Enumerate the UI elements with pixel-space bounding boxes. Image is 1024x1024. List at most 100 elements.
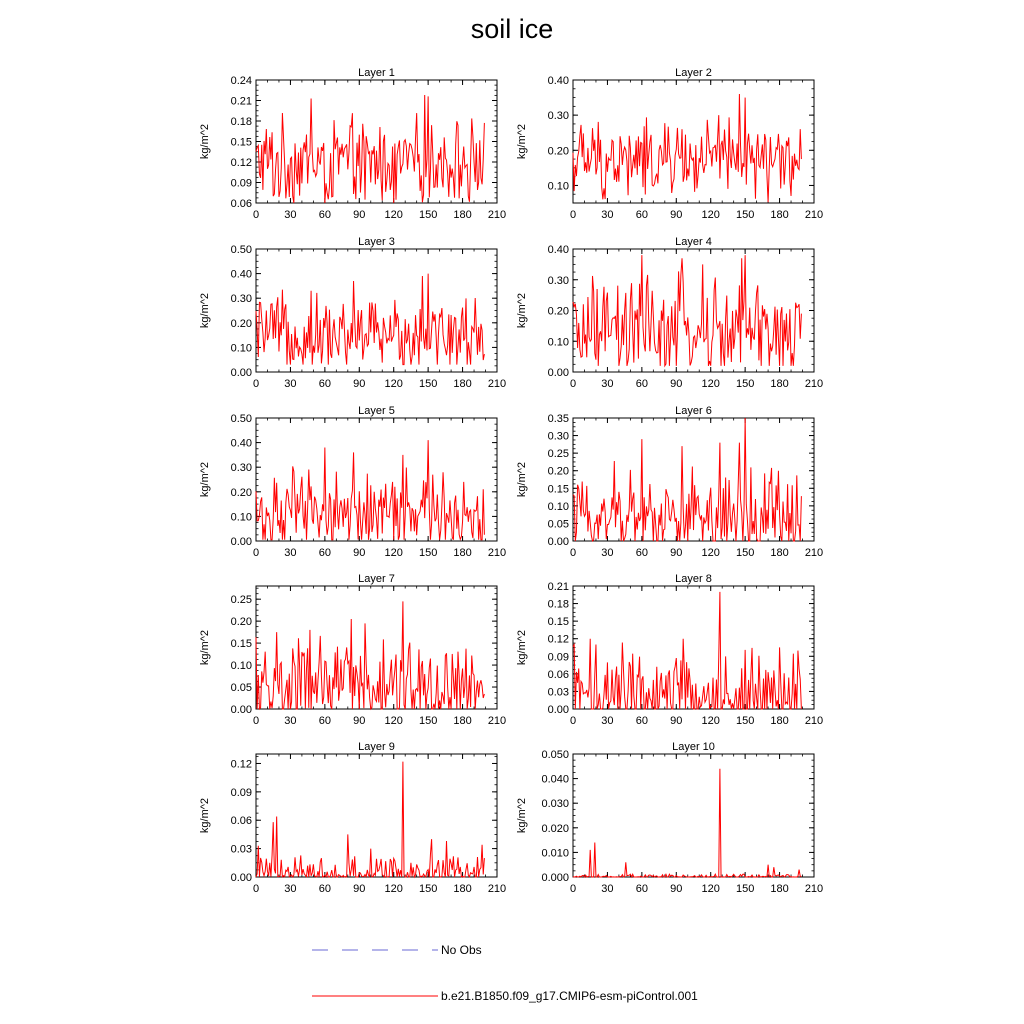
series-line-layer-4: [572, 255, 802, 368]
y-tick-label: 0.050: [541, 749, 569, 761]
y-axis-label: kg/m^2: [516, 293, 528, 328]
x-tick-label: 120: [702, 883, 720, 895]
panel-title: Layer 1: [358, 67, 395, 79]
y-tick-label: 0.00: [231, 536, 252, 548]
y-tick-label: 0.40: [548, 75, 569, 87]
y-axis-label: kg/m^2: [516, 124, 528, 159]
x-tick-label: 210: [805, 378, 823, 390]
x-tick-label: 120: [385, 547, 403, 559]
x-tick-label: 150: [419, 883, 437, 895]
y-tick-label: 0.05: [231, 682, 252, 694]
x-tick-label: 120: [702, 715, 720, 727]
y-tick-label: 0.25: [231, 594, 252, 606]
y-tick-label: 0.24: [231, 75, 252, 87]
x-tick-label: 60: [636, 883, 648, 895]
panel-layer-1: Layer 1 0 30 60 90 120 150 180 210 0.06 0.09 0.12 0.…: [199, 67, 506, 221]
x-tick-label: 30: [284, 547, 296, 559]
y-tick-label: 0.20: [548, 466, 569, 478]
panel-title: Layer 5: [358, 405, 395, 417]
x-tick-label: 180: [770, 883, 788, 895]
panel-title: Layer 7: [358, 573, 395, 585]
plot-frame: [255, 753, 498, 878]
panel-title: Layer 2: [675, 67, 712, 79]
x-tick-label: 0: [570, 883, 576, 895]
legend-label-model: b.e21.B1850.f09_g17.CMIP6-esm-piControl.…: [441, 989, 698, 1003]
y-tick-label: 0.40: [231, 269, 252, 281]
plot-frame: [572, 585, 815, 710]
y-axis-label: kg/m^2: [199, 462, 211, 497]
x-tick-label: 60: [319, 378, 331, 390]
y-axis-label: kg/m^2: [516, 462, 528, 497]
panel-title: Layer 6: [675, 405, 712, 417]
x-tick-label: 180: [453, 715, 471, 727]
page-title: soil ice: [470, 14, 554, 44]
x-tick-label: 30: [601, 715, 613, 727]
y-tick-label: 0.06: [548, 669, 569, 681]
x-tick-label: 210: [488, 883, 506, 895]
y-axis-label: kg/m^2: [199, 124, 211, 159]
x-tick-label: 150: [736, 715, 754, 727]
y-tick-label: 0.25: [548, 448, 569, 460]
y-tick-label: 0.40: [548, 244, 569, 256]
y-tick-label: 0.09: [548, 651, 569, 663]
y-tick-label: 0.15: [548, 616, 569, 628]
x-tick-label: 90: [353, 547, 365, 559]
x-tick-label: 180: [453, 378, 471, 390]
y-tick-label: 0.00: [231, 704, 252, 716]
y-tick-label: 0.30: [548, 110, 569, 122]
x-tick-label: 120: [702, 378, 720, 390]
y-tick-label: 0.30: [548, 431, 569, 443]
y-tick-label: 0.18: [548, 599, 569, 611]
y-tick-label: 0.020: [541, 823, 569, 835]
x-tick-label: 120: [702, 547, 720, 559]
legend-swatch-dashed: [312, 949, 438, 951]
x-tick-label: 120: [702, 209, 720, 221]
series-line-layer-8: [572, 591, 802, 710]
y-tick-label: 0.06: [231, 815, 252, 827]
y-tick-label: 0.030: [541, 798, 569, 810]
x-tick-label: 90: [353, 209, 365, 221]
x-tick-label: 210: [805, 209, 823, 221]
y-tick-label: 0.040: [541, 774, 569, 786]
x-tick-label: 180: [770, 715, 788, 727]
y-tick-label: 0.30: [231, 462, 252, 474]
y-tick-label: 0.15: [548, 483, 569, 495]
x-tick-label: 60: [319, 883, 331, 895]
x-tick-label: 0: [253, 209, 259, 221]
x-tick-label: 210: [805, 715, 823, 727]
x-tick-label: 0: [253, 547, 259, 559]
series-line-layer-3: [255, 273, 485, 366]
x-tick-label: 150: [419, 547, 437, 559]
y-tick-label: 0.40: [231, 438, 252, 450]
y-tick-label: 0.010: [541, 847, 569, 859]
series-line-layer-2: [572, 94, 802, 203]
x-tick-label: 0: [570, 547, 576, 559]
panel-layer-4: Layer 4 0 30 60 90 120 150 180 210 0.00 0.10 0.20 0.…: [516, 236, 823, 390]
y-axis-label: kg/m^2: [516, 630, 528, 665]
plot-frame: [572, 248, 815, 373]
x-tick-label: 150: [736, 547, 754, 559]
y-tick-label: 0.20: [548, 145, 569, 157]
y-tick-label: 0.12: [548, 634, 569, 646]
x-tick-label: 90: [353, 378, 365, 390]
y-tick-label: 0.10: [548, 501, 569, 513]
y-tick-label: 0.09: [231, 787, 252, 799]
x-tick-label: 180: [453, 547, 471, 559]
x-tick-label: 30: [601, 883, 613, 895]
x-tick-label: 150: [736, 378, 754, 390]
x-tick-label: 90: [353, 883, 365, 895]
y-tick-label: 0.03: [548, 686, 569, 698]
x-tick-label: 60: [636, 547, 648, 559]
panel-title: Layer 9: [358, 741, 395, 753]
y-tick-label: 0.15: [231, 137, 252, 149]
x-tick-label: 0: [253, 883, 259, 895]
legend-swatch-solid: [312, 995, 438, 997]
x-tick-label: 60: [636, 378, 648, 390]
x-tick-label: 0: [570, 209, 576, 221]
x-tick-label: 30: [284, 209, 296, 221]
y-tick-label: 0.00: [231, 367, 252, 379]
panel-layer-7: Layer 7 0 30 60 90 120 150 180 210 0.00 0.05 0.10 0.…: [199, 573, 506, 727]
x-tick-label: 150: [419, 209, 437, 221]
x-tick-label: 210: [488, 715, 506, 727]
x-tick-label: 120: [385, 209, 403, 221]
